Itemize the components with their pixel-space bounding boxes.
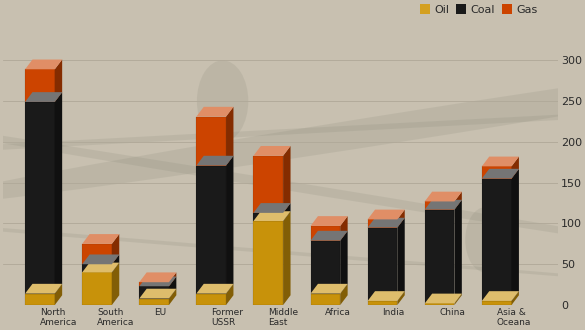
Bar — [311, 294, 340, 305]
Polygon shape — [425, 200, 462, 210]
Bar — [482, 166, 511, 179]
Bar — [367, 219, 397, 228]
Bar — [82, 264, 112, 273]
Bar — [367, 228, 397, 301]
Bar — [253, 213, 283, 221]
Bar — [82, 273, 112, 305]
Polygon shape — [25, 284, 62, 294]
Polygon shape — [511, 291, 519, 305]
Polygon shape — [139, 273, 176, 282]
Polygon shape — [169, 277, 176, 299]
Bar — [139, 286, 169, 299]
Polygon shape — [169, 273, 176, 286]
Polygon shape — [82, 263, 119, 273]
Bar — [82, 244, 112, 264]
Ellipse shape — [197, 60, 248, 142]
Polygon shape — [55, 284, 62, 305]
Polygon shape — [82, 254, 119, 264]
Polygon shape — [340, 231, 347, 294]
Polygon shape — [197, 107, 233, 116]
Ellipse shape — [465, 207, 505, 273]
Bar — [197, 294, 226, 305]
Polygon shape — [482, 157, 519, 166]
Polygon shape — [367, 210, 405, 219]
Polygon shape — [226, 284, 233, 305]
Bar — [25, 102, 55, 294]
Bar — [139, 282, 169, 286]
Polygon shape — [226, 156, 233, 294]
Bar — [197, 166, 226, 294]
Bar — [311, 226, 340, 241]
Polygon shape — [311, 284, 347, 294]
Polygon shape — [283, 211, 291, 305]
Bar — [25, 294, 55, 305]
Polygon shape — [283, 203, 291, 221]
Polygon shape — [340, 284, 347, 305]
Polygon shape — [139, 289, 176, 299]
Polygon shape — [139, 277, 176, 286]
Polygon shape — [55, 92, 62, 294]
Ellipse shape — [0, 110, 585, 256]
Polygon shape — [169, 289, 176, 305]
Polygon shape — [311, 216, 347, 226]
Bar — [253, 156, 283, 213]
Polygon shape — [197, 284, 233, 294]
Bar — [367, 301, 397, 305]
Polygon shape — [253, 211, 291, 221]
Polygon shape — [112, 234, 119, 264]
Bar — [139, 299, 169, 305]
Polygon shape — [367, 218, 405, 228]
Polygon shape — [112, 263, 119, 305]
Polygon shape — [397, 291, 405, 305]
Bar — [482, 179, 511, 301]
Polygon shape — [425, 192, 462, 201]
Bar — [425, 210, 455, 303]
Polygon shape — [82, 234, 119, 244]
Polygon shape — [55, 59, 62, 102]
Polygon shape — [340, 216, 347, 241]
Polygon shape — [482, 169, 519, 179]
Bar — [425, 303, 455, 305]
Legend: Oil, Coal, Gas: Oil, Coal, Gas — [415, 0, 542, 19]
Ellipse shape — [0, 183, 585, 296]
Polygon shape — [367, 291, 405, 301]
Polygon shape — [455, 200, 462, 303]
Bar — [425, 201, 455, 210]
Polygon shape — [226, 107, 233, 166]
Polygon shape — [25, 59, 62, 69]
Polygon shape — [425, 294, 462, 303]
Polygon shape — [511, 169, 519, 301]
Bar — [482, 301, 511, 305]
Ellipse shape — [0, 55, 585, 229]
Polygon shape — [283, 146, 291, 213]
Bar — [311, 241, 340, 294]
Polygon shape — [253, 203, 291, 213]
Ellipse shape — [0, 44, 585, 207]
Polygon shape — [25, 92, 62, 102]
Polygon shape — [511, 157, 519, 179]
Bar — [25, 69, 55, 102]
Polygon shape — [311, 231, 347, 241]
Polygon shape — [482, 291, 519, 301]
Bar — [197, 116, 226, 166]
Polygon shape — [397, 218, 405, 301]
Polygon shape — [397, 210, 405, 228]
Polygon shape — [455, 192, 462, 210]
Polygon shape — [455, 294, 462, 305]
Polygon shape — [253, 146, 291, 156]
Bar — [253, 221, 283, 305]
Polygon shape — [197, 156, 233, 166]
Polygon shape — [112, 254, 119, 273]
